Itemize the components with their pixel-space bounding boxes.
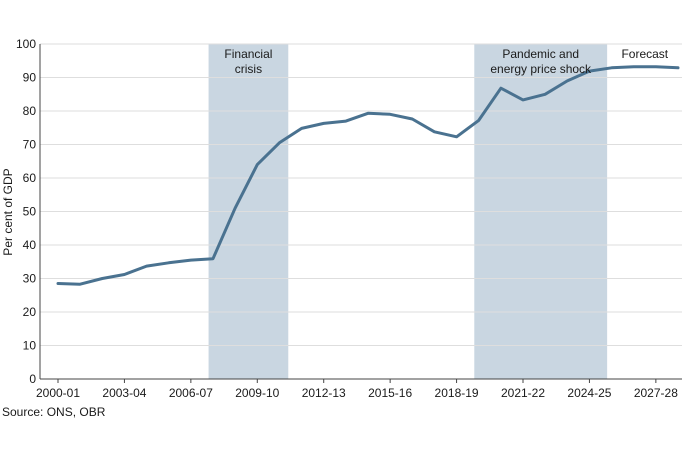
x-tick-label: 2000-01 [36,386,80,400]
y-tick-label: 10 [23,339,37,353]
y-tick-label: 100 [16,37,36,51]
series-lines [56,65,680,286]
x-tick-label: 2018-19 [435,386,479,400]
shaded-region-label: Pandemic and [502,47,579,61]
y-tick-label: 20 [23,305,37,319]
shaded-region-label: crisis [235,62,262,76]
y-tick-label: 80 [23,104,37,118]
x-tick-label: 2012-13 [302,386,346,400]
y-tick-label: 0 [29,372,36,386]
x-tick-label: 2006-07 [169,386,213,400]
y-tick-label: 40 [23,238,37,252]
y-tick-label: 90 [23,71,37,85]
x-tick-label: 2024-25 [567,386,611,400]
y-axis-label: Per cent of GDP [1,168,15,255]
shaded-region-label: Financial [224,47,272,61]
x-tick-label: 2027-28 [634,386,678,400]
x-tick-label: 2003-04 [102,386,146,400]
y-axis-ticks: 0 10 20 30 40 50 60 70 80 90 100 [16,37,36,386]
y-tick-label: 70 [23,138,37,152]
y-tick-label: 30 [23,272,37,286]
y-tick-label: 50 [23,205,37,219]
x-tick-label: 2021-22 [501,386,545,400]
y-tick-label: 60 [23,171,37,185]
x-tick-label: 2015-16 [368,386,412,400]
source-note: Source: ONS, OBR [2,405,106,419]
x-tick-label: 2009-10 [235,386,279,400]
gridlines [39,43,682,380]
x-axis-ticks: 2000-01 2003-04 2006-07 2009-10 2012-13 2015-… [36,379,678,400]
annotation-label: Forecast [621,47,668,61]
shaded-region-label: energy price shock [490,62,592,76]
series-line [56,65,680,286]
